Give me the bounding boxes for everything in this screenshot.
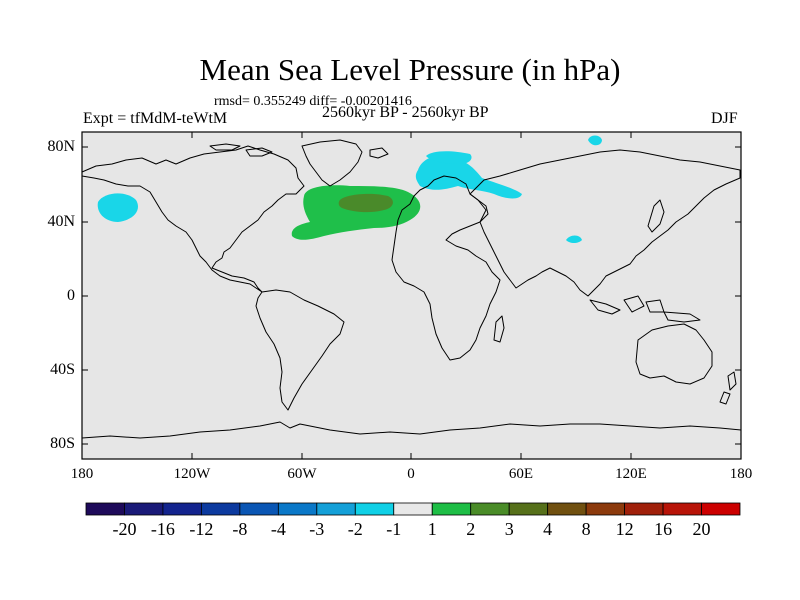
coast-japan — [647, 199, 665, 233]
negative-anomaly-areas — [97, 135, 602, 243]
colorbar-box — [354, 502, 395, 516]
lat-label: 80N — [47, 138, 75, 155]
plot-title: Mean Sea Level Pressure (in hPa) — [199, 52, 621, 87]
anomaly-patch-tibet — [566, 235, 582, 243]
positive-anomaly-areas — [291, 185, 421, 240]
coast-south-america — [255, 289, 345, 411]
experiment-label: Expt = tfMdM-teWtM — [83, 110, 228, 127]
colorbar-box — [239, 502, 279, 516]
colorbar-box — [431, 502, 472, 516]
colorbar-box — [316, 502, 356, 516]
colorbar-tick-label: -20 — [112, 519, 137, 539]
coastlines — [81, 139, 742, 439]
lon-label: 180 — [70, 466, 94, 482]
lon-label: 180 — [729, 466, 753, 482]
coast-arctic-islands — [209, 143, 389, 159]
colorbar-box — [124, 502, 164, 516]
colorbar-box — [624, 502, 664, 516]
colorbar — [85, 502, 741, 516]
anomaly-patch-norway — [426, 151, 472, 164]
colorbar-box — [85, 502, 125, 516]
anomaly-patch-scandinavia — [415, 155, 522, 199]
coast-indonesia — [589, 295, 701, 323]
colorbar-tick-label: -8 — [232, 519, 248, 539]
colorbar-box — [162, 502, 202, 516]
season-label: DJF — [711, 110, 738, 127]
anomaly-patch-atlantic-olive — [338, 193, 393, 213]
colorbar-box — [277, 502, 318, 516]
coast-north-america — [81, 145, 305, 293]
colorbar-tick-label: 1 — [427, 519, 437, 539]
lon-label: 120W — [173, 466, 211, 482]
coast-asia — [469, 149, 741, 297]
colorbar-box — [393, 502, 433, 516]
coast-antarctica — [81, 421, 742, 439]
coast-new-zealand — [719, 371, 737, 405]
colorbar-tick-label: -12 — [189, 519, 214, 539]
lon-label: 120E — [615, 466, 647, 482]
coast-australia — [635, 323, 713, 385]
colorbar-box — [662, 502, 702, 516]
colorbar-tick-label: -4 — [270, 519, 286, 539]
colorbar-tick-label: -2 — [347, 519, 363, 539]
lon-label: 0 — [407, 466, 415, 482]
colorbar-tick-label: 20 — [692, 519, 711, 539]
period-label: 2560kyr BP - 2560kyr BP — [322, 104, 489, 121]
colorbar-box — [508, 502, 549, 516]
anomaly-patch-arctic — [588, 135, 602, 146]
axis-ticks — [81, 132, 742, 459]
lat-label: 80S — [50, 435, 75, 452]
colorbar-tick-label: 8 — [581, 519, 591, 539]
colorbar-tick-label: 4 — [543, 519, 553, 539]
coast-europe-africa — [391, 175, 501, 361]
colorbar-tick-label: -16 — [150, 519, 175, 539]
colorbar-box — [547, 502, 587, 516]
colorbar-box — [701, 502, 741, 516]
lon-label: 60E — [508, 466, 534, 482]
colorbar-box — [470, 502, 510, 516]
colorbar-tick-label: 2 — [466, 519, 476, 539]
stats-subtitle: rmsd= 0.355249 diff= -0.00201416 — [214, 94, 412, 109]
colorbar-box — [201, 502, 241, 516]
colorbar-tick-label: 12 — [615, 519, 634, 539]
colorbar-tick-label: 16 — [654, 519, 673, 539]
coast-greenland — [301, 139, 363, 187]
lat-label: 40N — [47, 213, 75, 230]
coast-madagascar — [493, 315, 505, 343]
colorbar-tick-label: 3 — [504, 519, 514, 539]
lat-label: 40S — [50, 361, 75, 378]
colorbar-tick-label: -3 — [309, 519, 325, 539]
colorbar-box — [585, 502, 625, 516]
lat-label: 0 — [67, 287, 75, 304]
lon-label: 60W — [287, 466, 317, 482]
colorbar-tick-label: -1 — [386, 519, 402, 539]
map-background — [82, 132, 741, 459]
anomaly-patch-pacific — [97, 193, 138, 222]
